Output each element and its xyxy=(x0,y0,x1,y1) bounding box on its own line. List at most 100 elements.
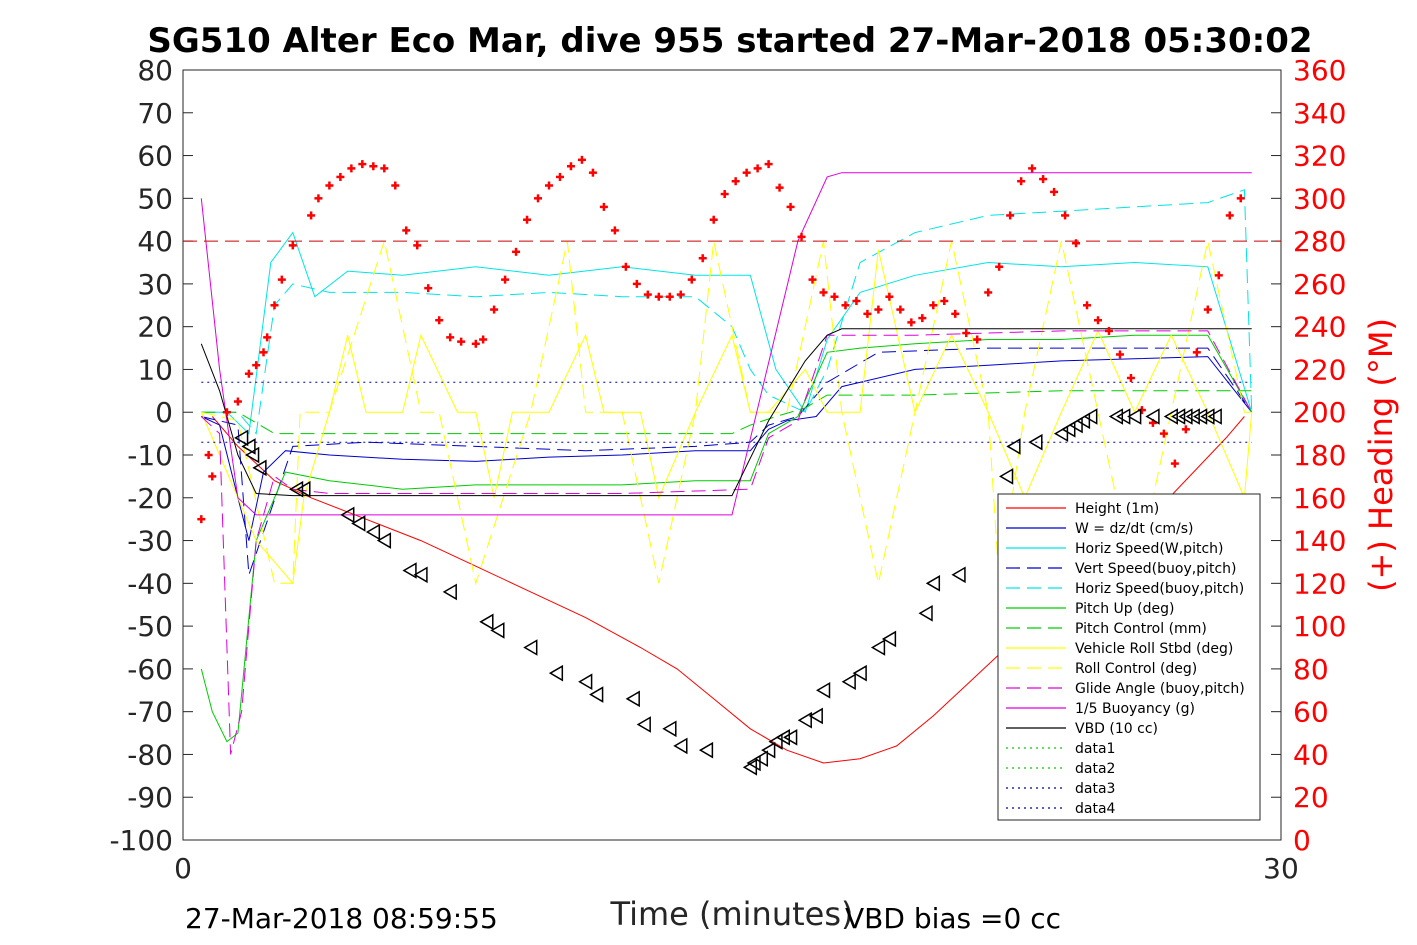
heading-point xyxy=(523,215,532,224)
heading-point xyxy=(358,160,367,169)
heading-point xyxy=(307,211,316,220)
heading-point xyxy=(940,297,949,305)
heading-point xyxy=(830,292,839,301)
heading-point xyxy=(1050,187,1059,196)
heading-point xyxy=(610,226,619,235)
heading-point xyxy=(1017,177,1026,186)
left-tick-label: 30 xyxy=(137,268,173,301)
legend-entry: data1 xyxy=(1075,741,1115,757)
triangle-marker xyxy=(768,733,783,750)
triangle-marker xyxy=(351,515,366,532)
legend-entry: Pitch Control (mm) xyxy=(1075,621,1207,637)
triangle-marker xyxy=(340,506,355,524)
heading-point xyxy=(259,348,268,357)
left-tick-label: -100 xyxy=(109,824,173,857)
legend-entry: Height (1m) xyxy=(1075,501,1159,517)
left-axis-ticks: 80 70 60 50 40 30 20 10 0 -10 -20 -30 -40 -50 -60 -70 -8… xyxy=(109,54,193,857)
triangle-marker xyxy=(1108,408,1124,425)
legend-entry: 1/5 Buoyancy (g) xyxy=(1075,701,1195,717)
x-tick-label: 30 xyxy=(1263,852,1299,885)
series-line-6 xyxy=(201,390,1252,435)
triangle-marker xyxy=(1053,425,1069,442)
right-axis-ticks: 3603403203002802602402202001801601401201… xyxy=(1271,54,1346,857)
left-tick-label: -50 xyxy=(127,610,173,643)
right-tick-label: 20 xyxy=(1293,781,1329,814)
heading-point xyxy=(1159,429,1168,438)
heading-point xyxy=(786,202,795,211)
heading-point xyxy=(852,297,861,305)
heading-point xyxy=(233,397,242,406)
triangle-marker xyxy=(578,673,593,691)
heading-point xyxy=(1170,459,1179,468)
triangle-marker xyxy=(1207,408,1222,425)
right-tick-label: 340 xyxy=(1293,97,1346,130)
heading-point xyxy=(471,339,480,348)
triangle-marker xyxy=(234,429,249,447)
triangle-marker xyxy=(1028,433,1043,451)
triangle-marker xyxy=(523,639,538,656)
heading-point xyxy=(252,361,261,370)
triangle-marker xyxy=(1163,408,1178,425)
legend-entry: Glide Angle (buoy,pitch) xyxy=(1075,681,1245,697)
heading-point xyxy=(698,254,707,263)
heading-point xyxy=(577,155,586,164)
heading-layer xyxy=(183,155,1281,524)
heading-point xyxy=(314,194,323,203)
triangle-marker xyxy=(589,686,604,703)
heading-point xyxy=(885,292,894,301)
heading-point xyxy=(797,232,806,241)
series-line-1 xyxy=(201,356,1253,541)
right-axis-label: (+) Heading (°M) xyxy=(1362,318,1400,592)
heading-point xyxy=(995,262,1004,271)
heading-point xyxy=(413,241,422,250)
triangle-marker xyxy=(625,690,640,708)
triangle-marker xyxy=(1083,408,1098,425)
heading-point xyxy=(277,275,286,284)
series-line-7 xyxy=(200,249,1253,585)
triangle-marker xyxy=(1200,408,1215,425)
left-tick-label: 60 xyxy=(137,140,173,173)
heading-point xyxy=(1181,425,1190,434)
heading-point xyxy=(621,262,630,271)
heading-point xyxy=(1115,350,1124,359)
right-tick-label: 0 xyxy=(1293,824,1311,857)
heading-point xyxy=(391,181,400,190)
left-tick-label: 50 xyxy=(137,182,173,215)
series-line-11 xyxy=(200,328,1252,497)
heading-point xyxy=(1083,301,1092,310)
triangle-marker xyxy=(1192,408,1208,425)
legend-entry: Roll Control (deg) xyxy=(1075,661,1197,677)
heading-point xyxy=(347,164,356,173)
legend-entry: data3 xyxy=(1075,781,1115,797)
heading-point xyxy=(654,292,663,301)
triangle-marker xyxy=(1075,412,1091,430)
left-tick-label: 70 xyxy=(137,97,173,130)
triangle-marker xyxy=(841,673,856,691)
legend-entry: VBD (10 cc) xyxy=(1075,721,1158,737)
right-tick-label: 260 xyxy=(1293,268,1346,301)
x-tick-label: 0 xyxy=(174,852,192,885)
triangle-marker xyxy=(951,566,966,584)
heading-point xyxy=(874,305,883,314)
heading-point xyxy=(973,335,982,344)
left-tick-label: 80 xyxy=(137,54,173,87)
triangle-marker xyxy=(870,639,886,656)
heading-point xyxy=(244,369,253,378)
triangle-marker xyxy=(1185,408,1200,425)
triangle-marker xyxy=(288,480,304,498)
heading-point xyxy=(435,316,444,325)
triangle-marker xyxy=(797,711,812,729)
legend-entry: data4 xyxy=(1075,801,1116,817)
right-tick-label: 300 xyxy=(1293,182,1346,215)
heading-point xyxy=(222,408,231,417)
heading-point xyxy=(1236,194,1245,203)
triangle-marker xyxy=(775,729,790,746)
left-tick-label: 0 xyxy=(155,396,173,429)
heading-point xyxy=(962,329,971,338)
heading-point xyxy=(1094,316,1102,325)
series-line-2 xyxy=(201,231,1253,435)
legend-entry: Horiz Speed(buoy,pitch) xyxy=(1075,581,1244,597)
heading-point xyxy=(687,275,696,284)
triangle-marker xyxy=(761,741,776,759)
